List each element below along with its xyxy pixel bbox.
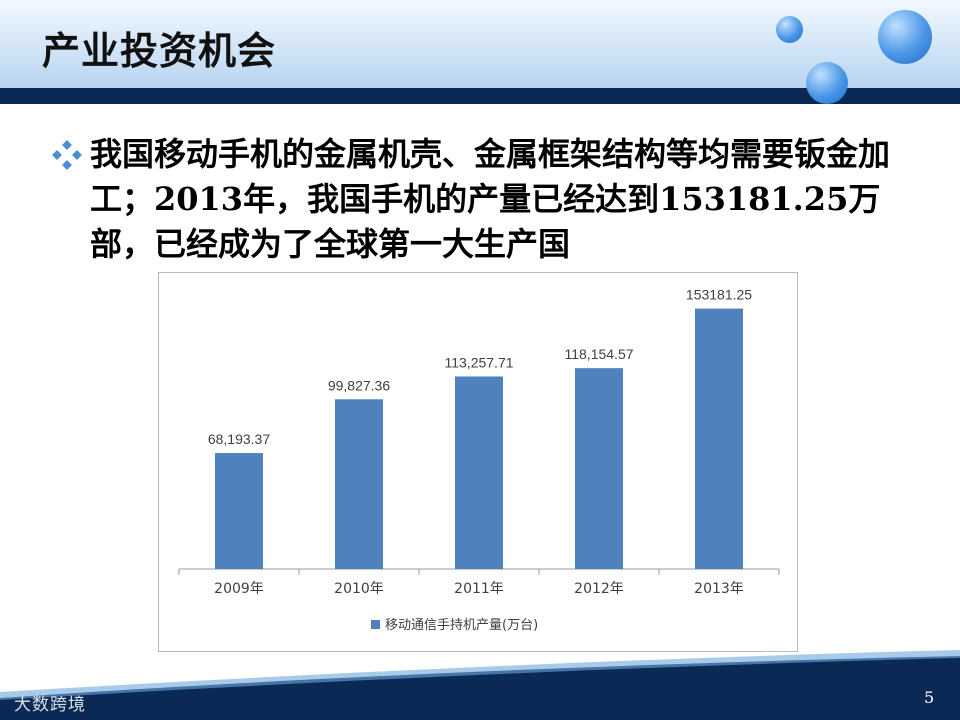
- x-tick-label: 2013年: [694, 581, 744, 597]
- decorative-bubble-medium: [806, 62, 848, 104]
- diamond-bullet-icon: [52, 140, 82, 170]
- decorative-bubble-small: [776, 16, 803, 43]
- bullet-text: 我国移动手机的金属机壳、金属框架结构等均需要钣金加工；2013年，我国手机的产量…: [90, 135, 891, 263]
- decorative-bubble-large: [878, 10, 932, 64]
- bullet-point: 我国移动手机的金属机壳、金属框架结构等均需要钣金加工；2013年，我国手机的产量…: [52, 132, 922, 267]
- bar: [335, 399, 383, 569]
- chart-frame: 68,193.37 2009年 99,827.36 2010年 113,257.71 20…: [158, 272, 798, 652]
- x-tick-label: 2010年: [334, 581, 384, 597]
- slide-header: [0, 0, 960, 88]
- page-number: 5: [924, 688, 935, 707]
- data-label: 113,257.71: [444, 354, 513, 370]
- bar: [215, 453, 263, 569]
- watermark-text: 大数跨境: [14, 695, 86, 715]
- data-label: 68,193.37: [208, 431, 270, 447]
- x-tick-label: 2012年: [574, 581, 624, 597]
- bar-chart: 68,193.37 2009年 99,827.36 2010年 113,257.71 20…: [178, 287, 780, 633]
- x-tick-label: 2009年: [214, 581, 264, 597]
- data-label: 153181.25: [686, 287, 752, 303]
- legend-label: 移动通信手持机产量(万台): [385, 618, 538, 633]
- slide-title: 产业投资机会: [42, 28, 277, 73]
- bar: [455, 376, 503, 569]
- footer-wave: [0, 650, 960, 720]
- bar: [695, 308, 743, 569]
- header-bar: [0, 88, 960, 104]
- data-label: 99,827.36: [328, 377, 390, 393]
- legend-swatch-icon: [371, 620, 380, 629]
- x-tick-label: 2011年: [454, 581, 504, 597]
- bar: [575, 368, 623, 569]
- data-label: 118,154.57: [564, 346, 633, 362]
